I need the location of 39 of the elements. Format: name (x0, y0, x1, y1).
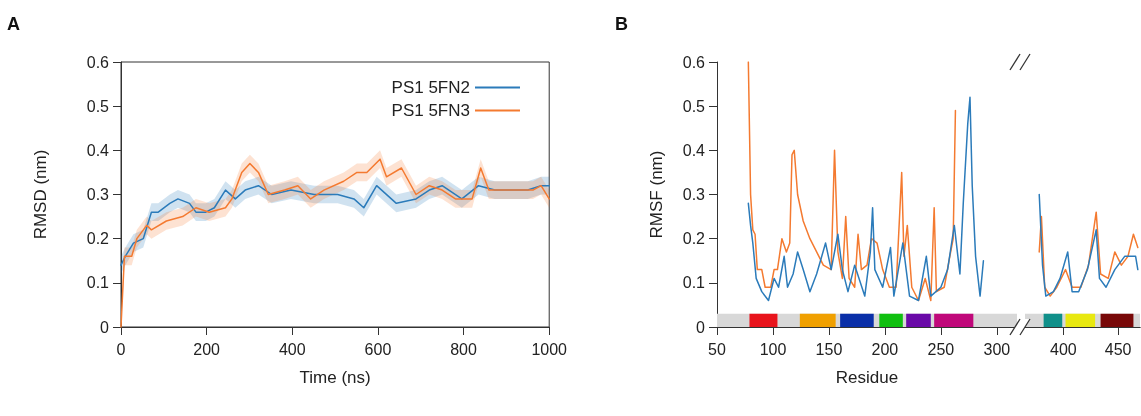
line-series (747, 61, 957, 302)
y-tick-label: 0.5 (86, 97, 110, 115)
x-tick-label: 400 (278, 340, 306, 358)
y-axis-title: RMSD (nm) (31, 149, 50, 240)
x-tick-label: 200 (871, 340, 899, 358)
y-tick-label: 0.2 (86, 230, 110, 248)
x-tick-label: 450 (1104, 340, 1132, 358)
x-tick-label: 400 (1049, 340, 1077, 358)
chart-title: A (7, 14, 20, 34)
x-axis-title: Residue (835, 368, 899, 387)
x-tick-label: 600 (364, 340, 392, 358)
x-tick-label: 800 (450, 340, 478, 358)
y-tick-label: 0.1 (86, 274, 110, 292)
x-tick-label: 50 (708, 340, 726, 358)
x-tick-label: 300 (983, 340, 1011, 358)
line-series (120, 184, 550, 266)
x-tick-label: 150 (815, 340, 843, 358)
y-tick-label: 0.3 (682, 186, 706, 203)
line-series (747, 96, 985, 302)
y-tick-label: 0.4 (86, 141, 110, 159)
y-axis-title: RMSF (nm) (647, 150, 666, 239)
y-tick-label: 0.5 (682, 97, 706, 115)
x-tick-label: 200 (193, 340, 221, 358)
y-tick-label: 0 (696, 318, 706, 336)
x-tick-label: 0 (116, 340, 126, 358)
x-tick-label: 1000 (531, 340, 568, 358)
chart-title: B (615, 14, 628, 34)
y-tick-label: 0.1 (682, 274, 706, 292)
legend-label: PS1 5FN3 (391, 101, 470, 120)
x-axis-title: Time (ns) (299, 368, 371, 387)
y-tick-label: 0.2 (682, 230, 706, 248)
y-tick-label: 0.6 (682, 53, 706, 71)
y-tick-label: 0.6 (86, 53, 110, 71)
x-tick-label: 250 (927, 340, 955, 358)
y-tick-label: 0.3 (86, 186, 110, 203)
y-tick-label: 0.4 (682, 141, 706, 159)
y-tick-label: 0 (100, 318, 110, 336)
x-tick-label: 100 (759, 340, 787, 358)
legend-label: PS1 5FN2 (391, 78, 470, 97)
